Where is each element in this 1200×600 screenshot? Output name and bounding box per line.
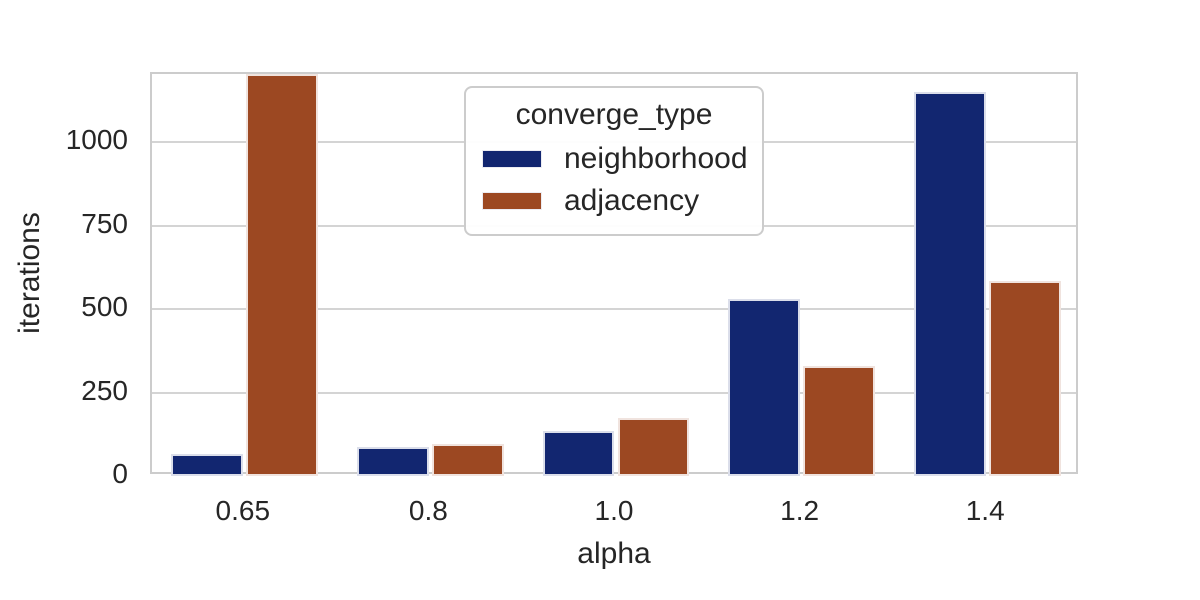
gridline-250 xyxy=(152,391,1076,394)
y-tick-label-0: 0 xyxy=(112,458,128,489)
bar-neighborhood-0.65 xyxy=(171,454,244,476)
legend-label-adjacency: adjacency xyxy=(564,184,700,217)
bar-adjacency-1.2 xyxy=(803,365,876,476)
legend-swatch-neighborhood xyxy=(482,150,542,168)
legend-label-neighborhood: neighborhood xyxy=(564,142,748,175)
bar-adjacency-0.65 xyxy=(246,74,319,476)
y-tick-label-750: 750 xyxy=(81,207,128,239)
legend-swatch-adjacency xyxy=(482,192,542,210)
bar-neighborhood-1.0 xyxy=(542,430,615,476)
y-tick-label-250: 250 xyxy=(81,374,128,406)
bar-neighborhood-1.2 xyxy=(728,299,800,476)
x-axis-label: alpha xyxy=(577,537,651,570)
gridline-500 xyxy=(152,308,1076,311)
legend: converge_type neighborhood adjacency xyxy=(464,86,764,236)
legend-entry-adjacency: adjacency xyxy=(480,180,748,222)
x-tick-label-1.0: 1.0 xyxy=(594,495,634,526)
bar-neighborhood-0.8 xyxy=(356,446,429,476)
bar-adjacency-1.4 xyxy=(988,280,1061,476)
bar-adjacency-0.8 xyxy=(432,444,504,476)
y-tick-label-500: 500 xyxy=(81,291,128,323)
x-tick-label-1.2: 1.2 xyxy=(780,495,820,526)
bar-neighborhood-1.4 xyxy=(913,92,986,476)
y-tick-label-1000: 1000 xyxy=(65,124,128,156)
bar-adjacency-1.0 xyxy=(617,417,690,476)
legend-entry-neighborhood: neighborhood xyxy=(480,138,748,180)
x-tick-label-0.65: 0.65 xyxy=(215,495,271,526)
legend-title: converge_type xyxy=(515,98,713,131)
x-tick-label-0.8: 0.8 xyxy=(408,495,448,526)
x-tick-label-1.4: 1.4 xyxy=(965,495,1005,526)
